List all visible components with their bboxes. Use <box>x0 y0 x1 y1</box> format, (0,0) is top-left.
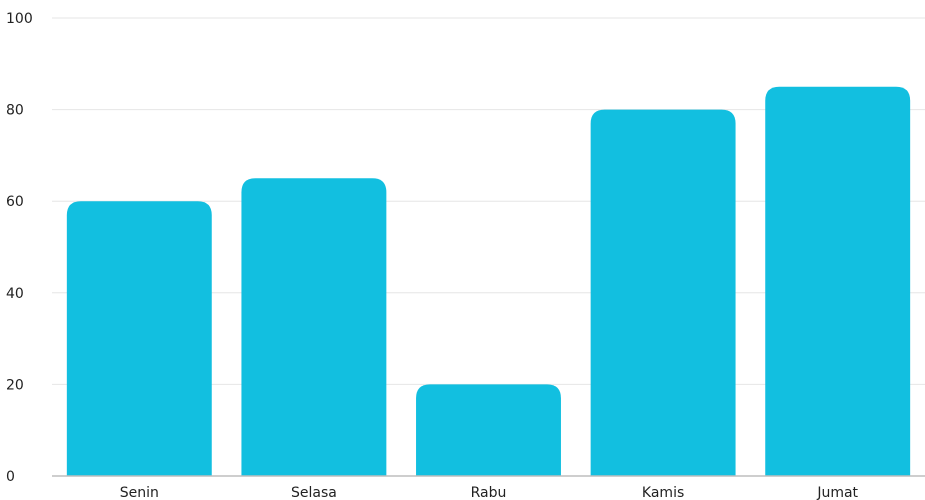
bar-rabu <box>416 384 561 476</box>
y-tick-label: 20 <box>6 377 24 393</box>
bar-selasa <box>241 178 387 477</box>
x-category-label: Kamis <box>642 485 684 500</box>
y-tick-label: 0 <box>6 469 15 485</box>
x-category-label: Rabu <box>471 485 507 500</box>
bar-kamis <box>590 109 736 476</box>
bar-jumat <box>765 86 911 476</box>
y-tick-label: 80 <box>6 103 24 119</box>
y-tick-label: 40 <box>6 286 24 302</box>
y-tick-label: 100 <box>6 11 33 27</box>
x-category-label: Senin <box>120 485 159 500</box>
bar-senin <box>66 201 212 476</box>
x-category-label: Selasa <box>291 485 337 500</box>
y-tick-label: 60 <box>6 194 24 210</box>
x-category-label: Jumat <box>816 485 858 500</box>
